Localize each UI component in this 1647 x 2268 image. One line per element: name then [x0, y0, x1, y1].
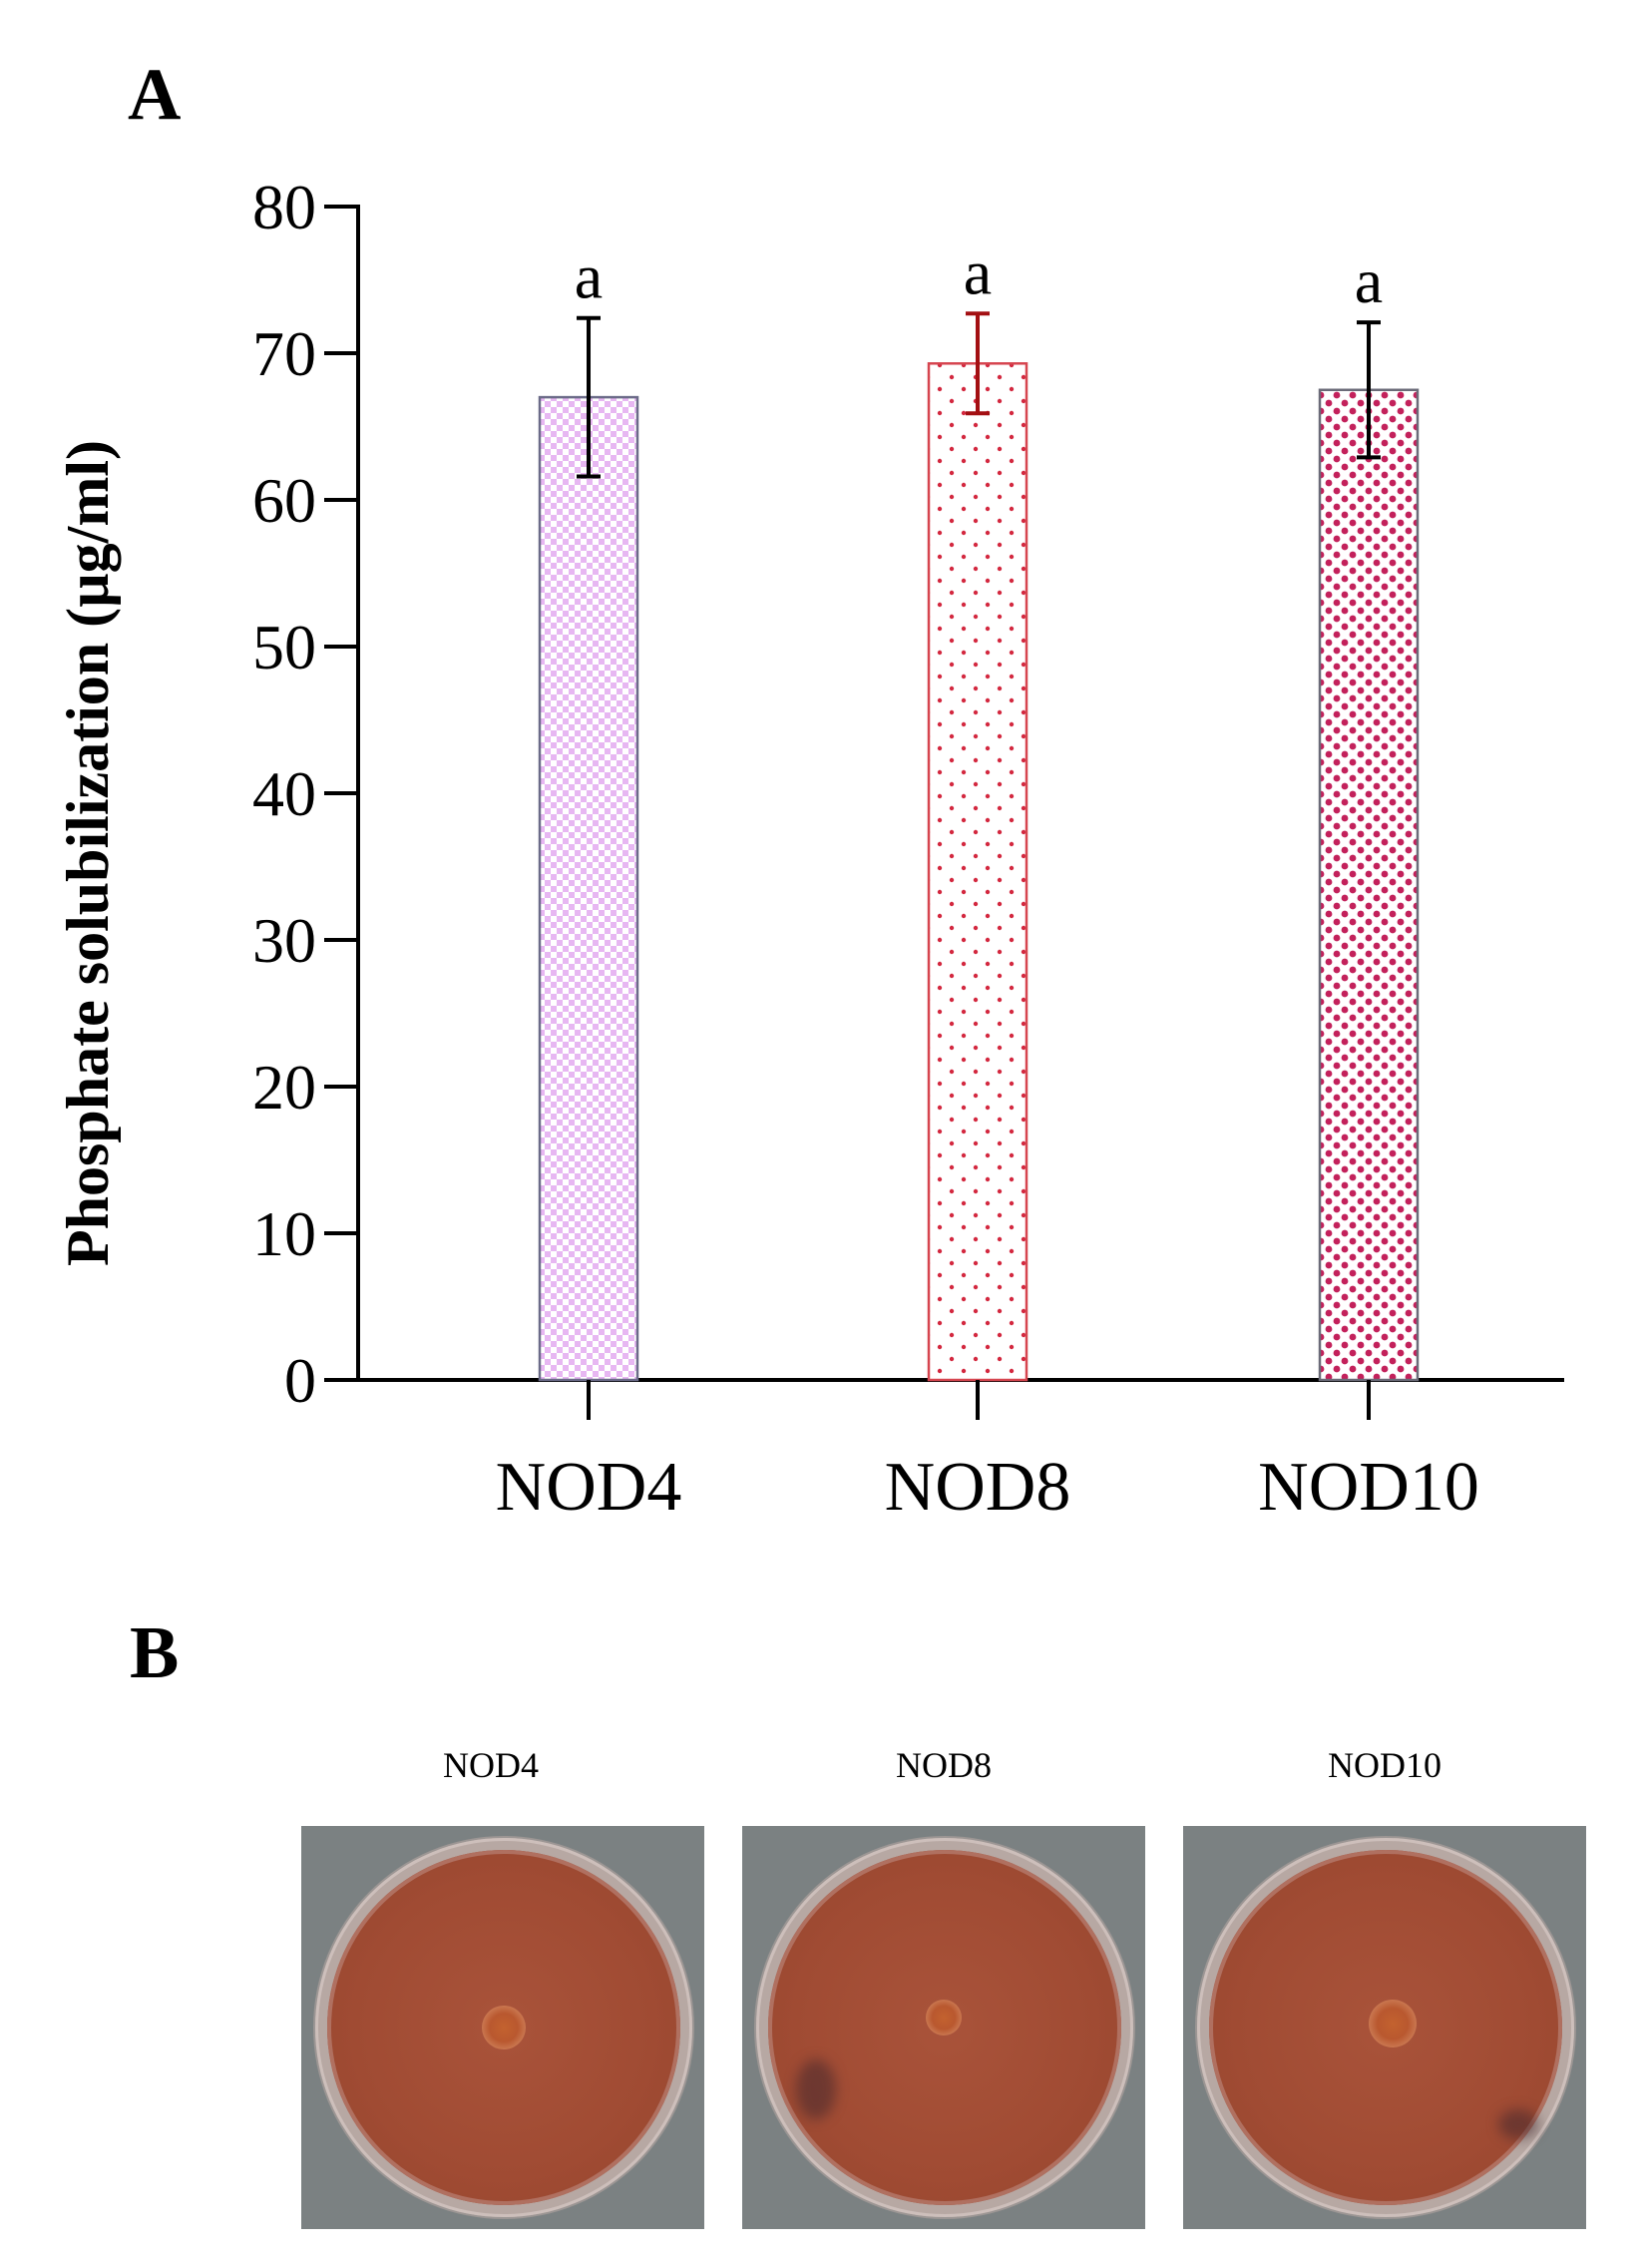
bar-nod8 — [927, 362, 1029, 1382]
x-tick-label-nod4: NOD4 — [496, 1449, 682, 1526]
y-tick-label: 10 — [252, 1198, 316, 1269]
petri-dish-photo-nod8 — [742, 1826, 1145, 2229]
y-tick-label: 70 — [252, 318, 316, 389]
petri-dish-photo-nod10 — [1183, 1826, 1586, 2229]
petri-dish — [315, 1838, 692, 2217]
x-tick-label-nod8: NOD8 — [885, 1449, 1071, 1526]
agar-medium — [1209, 1850, 1562, 2205]
colony-halo — [482, 2006, 526, 2049]
bar-nod4 — [538, 395, 639, 1382]
bar-chart: 0 10 20 30 40 50 60 70 80 Phosphate solubilizatio… — [55, 172, 1564, 1526]
agar-medium — [327, 1850, 680, 2205]
y-tick-label: 50 — [252, 612, 316, 682]
panel-label-a: A — [128, 54, 182, 136]
y-axis-title: Phosphate solubilization (µg/ml) — [55, 440, 121, 1266]
dark-spot — [1498, 2109, 1538, 2139]
colony-halo — [926, 2000, 962, 2036]
y-tick-label: 20 — [252, 1052, 316, 1123]
bar-nod10 — [1318, 388, 1420, 1382]
plate-label-nod4: NOD4 — [443, 1745, 539, 1785]
plate-label-nod10: NOD10 — [1328, 1745, 1441, 1785]
y-tick-label: 40 — [252, 758, 316, 829]
colony-halo — [1369, 2000, 1417, 2047]
petri-dish — [1197, 1838, 1574, 2217]
y-tick-label: 60 — [252, 465, 316, 536]
significance-letter-nod4: a — [575, 241, 603, 312]
dark-spot — [796, 2059, 836, 2119]
y-tick-label: 0 — [284, 1345, 316, 1416]
petri-dish — [756, 1838, 1133, 2217]
x-tick-label-nod10: NOD10 — [1258, 1449, 1479, 1526]
significance-letter-nod8: a — [964, 236, 992, 307]
significance-letter-nod10: a — [1355, 245, 1383, 316]
panel-label-b: B — [130, 1612, 180, 1694]
agar-medium — [768, 1850, 1121, 2205]
y-tick-label: 80 — [252, 172, 316, 242]
petri-dish-photo-nod4 — [301, 1826, 704, 2229]
plate-label-nod8: NOD8 — [896, 1745, 992, 1785]
y-tick-label: 30 — [252, 905, 316, 976]
